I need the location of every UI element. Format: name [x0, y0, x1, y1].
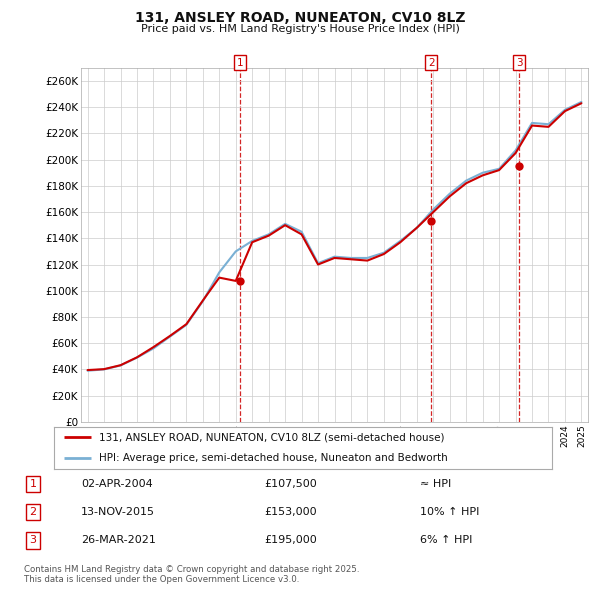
Text: 131, ANSLEY ROAD, NUNEATON, CV10 8LZ (semi-detached house): 131, ANSLEY ROAD, NUNEATON, CV10 8LZ (se…	[99, 432, 445, 442]
Text: 3: 3	[516, 58, 523, 68]
Text: £153,000: £153,000	[264, 507, 317, 517]
Text: ≈ HPI: ≈ HPI	[420, 479, 451, 489]
Text: 6% ↑ HPI: 6% ↑ HPI	[420, 536, 472, 545]
Text: £195,000: £195,000	[264, 536, 317, 545]
Text: 10% ↑ HPI: 10% ↑ HPI	[420, 507, 479, 517]
Text: 131, ANSLEY ROAD, NUNEATON, CV10 8LZ: 131, ANSLEY ROAD, NUNEATON, CV10 8LZ	[135, 11, 465, 25]
Text: 3: 3	[29, 536, 37, 545]
Text: HPI: Average price, semi-detached house, Nuneaton and Bedworth: HPI: Average price, semi-detached house,…	[99, 454, 448, 463]
Text: Contains HM Land Registry data © Crown copyright and database right 2025.
This d: Contains HM Land Registry data © Crown c…	[24, 565, 359, 584]
Text: £107,500: £107,500	[264, 479, 317, 489]
Text: 1: 1	[29, 479, 37, 489]
Text: 26-MAR-2021: 26-MAR-2021	[81, 536, 156, 545]
Text: 1: 1	[236, 58, 243, 68]
Text: 02-APR-2004: 02-APR-2004	[81, 479, 153, 489]
Text: 2: 2	[29, 507, 37, 517]
Text: 13-NOV-2015: 13-NOV-2015	[81, 507, 155, 517]
Text: 2: 2	[428, 58, 434, 68]
Text: Price paid vs. HM Land Registry's House Price Index (HPI): Price paid vs. HM Land Registry's House …	[140, 24, 460, 34]
